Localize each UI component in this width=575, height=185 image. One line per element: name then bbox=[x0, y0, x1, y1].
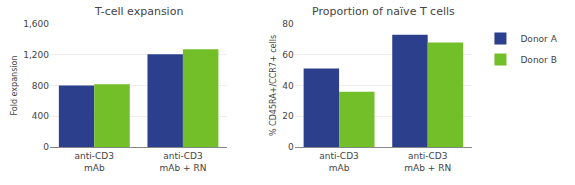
svg-text:1,200: 1,200 bbox=[23, 50, 49, 60]
svg-text:0: 0 bbox=[288, 142, 294, 152]
svg-text:0: 0 bbox=[43, 142, 49, 152]
svg-text:anti-CD3mAb + RN: anti-CD3mAb + RN bbox=[159, 151, 206, 173]
svg-text:% CD45RA+/CCR7+ cells: % CD45RA+/CCR7+ cells bbox=[269, 35, 278, 136]
svg-text:60: 60 bbox=[282, 50, 294, 60]
svg-text:Donor A: Donor A bbox=[520, 34, 557, 44]
svg-text:anti-CD3mAb: anti-CD3mAb bbox=[75, 151, 114, 173]
svg-text:Proportion of naïve T cells: Proportion of naïve T cells bbox=[312, 5, 455, 18]
svg-text:anti-CD3mAb: anti-CD3mAb bbox=[319, 151, 358, 173]
svg-text:400: 400 bbox=[32, 111, 49, 121]
svg-text:Donor B: Donor B bbox=[520, 55, 556, 65]
svg-text:Fold expansion: Fold expansion bbox=[10, 56, 19, 116]
svg-text:20: 20 bbox=[282, 111, 294, 121]
svg-text:T-cell expansion: T-cell expansion bbox=[94, 5, 183, 18]
svg-text:1,600: 1,600 bbox=[23, 19, 49, 29]
svg-text:40: 40 bbox=[282, 81, 294, 91]
svg-text:800: 800 bbox=[32, 81, 49, 91]
svg-text:anti-CD3mAb + RN: anti-CD3mAb + RN bbox=[404, 151, 451, 173]
svg-text:80: 80 bbox=[282, 19, 294, 29]
